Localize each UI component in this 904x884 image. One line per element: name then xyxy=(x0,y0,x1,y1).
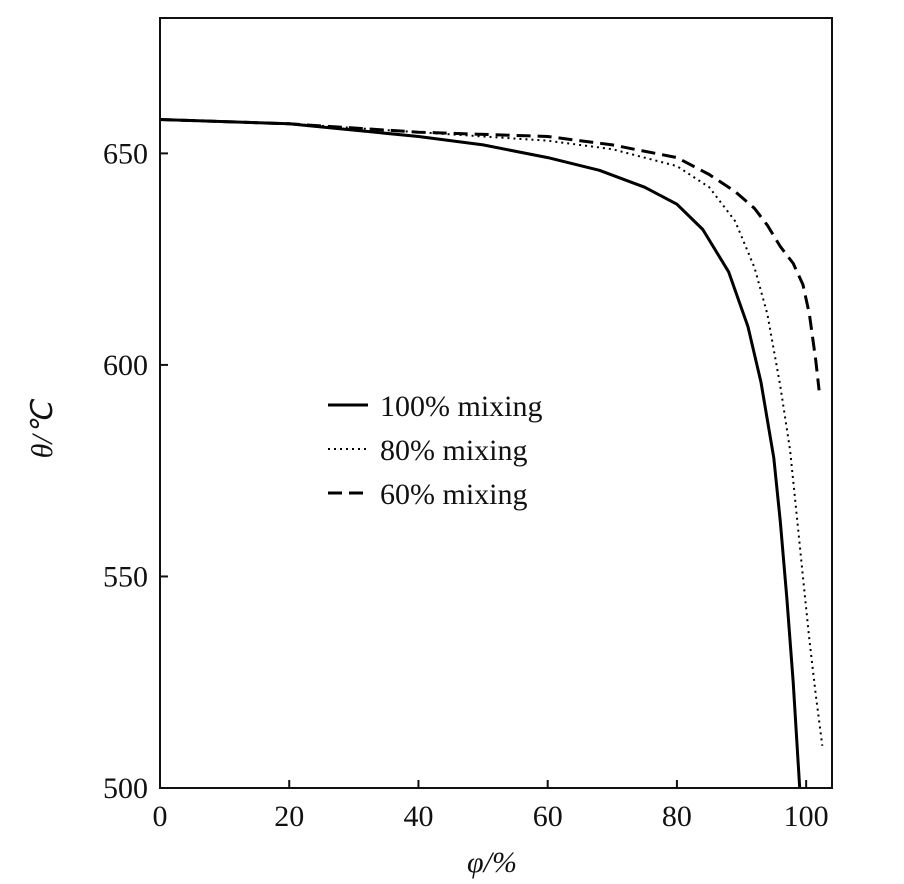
y-axis-title: θ/℃ xyxy=(26,398,59,458)
x-tick-label: 60 xyxy=(533,800,563,833)
legend-label: 60% mixing xyxy=(380,478,528,511)
x-tick-label: 100 xyxy=(784,800,829,833)
legend: 100% mixing 80% mixing 60% mixing xyxy=(328,390,543,511)
legend-label: 80% mixing xyxy=(380,434,528,467)
series-line-60-mixing xyxy=(159,118,821,391)
y-tick-label: 600 xyxy=(103,349,148,382)
x-tick-label: 20 xyxy=(274,800,304,833)
y-tick-label: 650 xyxy=(103,137,148,170)
x-axis-title: φ/% xyxy=(467,846,517,879)
plot-frame xyxy=(159,17,833,789)
y-tick-label: 500 xyxy=(103,772,148,805)
series-line-100-mixing xyxy=(159,118,802,789)
x-tick-label: 80 xyxy=(662,800,692,833)
series-line-80-mixing xyxy=(159,118,824,746)
x-tick-label: 0 xyxy=(153,800,168,833)
legend-label: 100% mixing xyxy=(380,390,543,423)
x-tick-label: 40 xyxy=(403,800,433,833)
series-layer xyxy=(159,118,824,789)
y-tick-label: 550 xyxy=(103,560,148,593)
